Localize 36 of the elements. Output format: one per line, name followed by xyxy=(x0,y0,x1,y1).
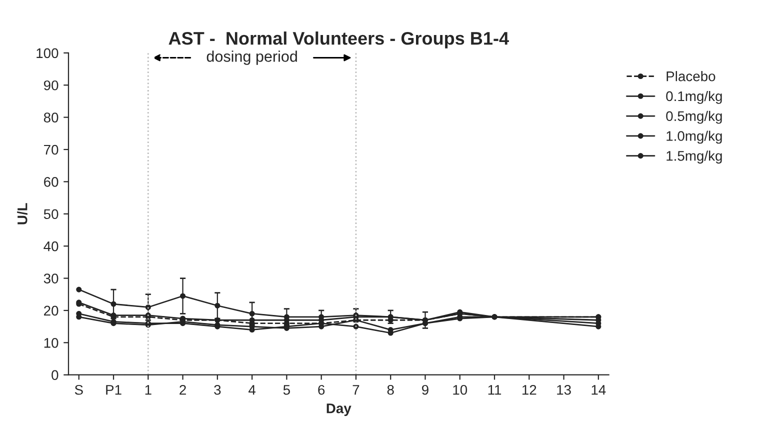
x-tick-label: 11 xyxy=(488,385,502,395)
y-tick-label: 60 xyxy=(44,177,58,187)
x-axis-title: Day xyxy=(326,404,352,416)
y-tick-label: 10 xyxy=(44,338,58,348)
x-tick-label: 3 xyxy=(214,384,221,395)
y-axis-title: U/L xyxy=(17,203,28,224)
x-tick-label: 5 xyxy=(283,385,290,395)
x-tick-label: S xyxy=(74,384,83,395)
y-tick-label: 30 xyxy=(44,274,58,284)
annotation: dosing period xyxy=(206,50,297,65)
x-tick-label: 8 xyxy=(387,384,394,395)
chart-title: AST - Normal Volunteers - Groups B1-4 xyxy=(168,32,509,48)
legend-label: 0.1mg/kg xyxy=(666,90,722,104)
y-tick-label: 80 xyxy=(44,112,58,122)
y-tick-label: 70 xyxy=(44,144,58,155)
y-tick-label: 100 xyxy=(36,48,58,58)
x-tick-label: 4 xyxy=(248,385,256,395)
x-tick-label: 9 xyxy=(422,384,428,395)
legend-label: 1.0mg/kg xyxy=(666,130,722,144)
legend-label: 0.5mg/kg xyxy=(666,110,722,124)
x-tick-label: P1 xyxy=(106,385,122,395)
x-tick-label: 7 xyxy=(352,385,360,395)
legend-label: 1.5mg/kg xyxy=(666,150,722,164)
x-tick-label: 13 xyxy=(557,384,571,395)
legend-label: Placebo xyxy=(666,71,716,82)
y-tick-label: 50 xyxy=(44,209,58,220)
x-tick-label: 1 xyxy=(145,385,152,395)
y-tick-label: 40 xyxy=(44,241,58,252)
y-tick-label: 0 xyxy=(52,370,58,380)
x-tick-label: 10 xyxy=(453,384,468,395)
y-tick-label: 20 xyxy=(44,306,58,316)
x-tick-label: 14 xyxy=(592,385,606,395)
x-tick-label: 2 xyxy=(180,384,186,395)
x-tick-label: 6 xyxy=(318,384,325,395)
x-tick-label: 12 xyxy=(522,384,536,395)
y-tick-label: 90 xyxy=(44,80,58,90)
